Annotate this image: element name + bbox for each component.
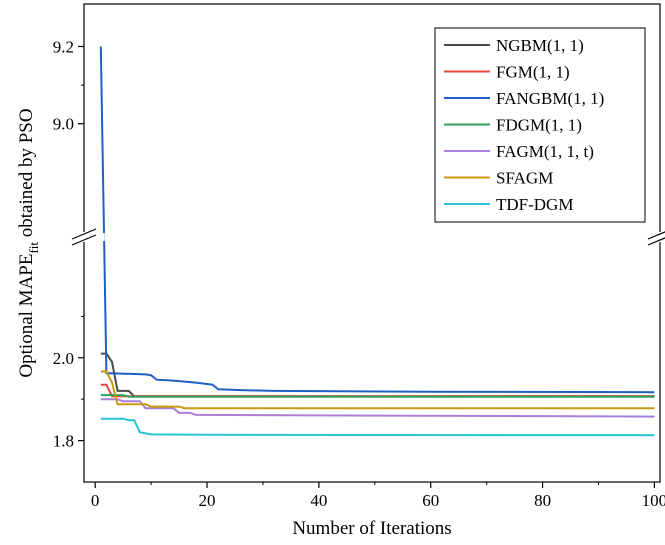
x-axis-title: Number of Iterations [292,518,451,539]
plot-frame [83,3,661,483]
axis-ticks: 0 20 40 60 80 100 9.0 9.2 1.8 2.0 [53,37,665,510]
y-tick-label: 9.2 [53,37,74,56]
break-gap-series [96,233,105,241]
x-tick-label: 20 [199,491,216,510]
series-line-1 [100,352,655,398]
y-axis-title-rest: obtained by PSO [16,108,37,242]
legend: NGBM(1, 1) FGM(1, 1) FANGBM(1, 1) FDGM(1, 1… [434,27,646,223]
break-mark [71,228,97,240]
break-mark [647,231,665,240]
x-tick-label: 40 [310,491,327,510]
x-tick-label: 0 [91,491,100,510]
x-tick-label: 60 [422,491,439,510]
legend-label-5: FAGM(1, 1, t) [496,142,594,161]
series-lines [96,46,655,437]
y-axis-title: Optional MAPEfit obtained by PSO [16,108,41,377]
series-line-7 [100,417,655,437]
break-mark [647,237,665,246]
y-tick-label: 9.0 [53,115,74,134]
series-line-6 [100,370,655,410]
y-axis-title-main: Optional MAPE [16,254,37,378]
series-line-4 [100,394,655,398]
break-gap-left [78,232,92,242]
legend-label-1: NGBM(1, 1) [496,36,584,55]
x-tick-label: 100 [642,491,665,510]
break-markers [71,228,665,246]
legend-label-3: FANGBM(1, 1) [496,89,604,108]
break-gap-right [652,232,665,242]
legend-label-4: FDGM(1, 1) [496,116,582,135]
series-line-5 [100,398,655,418]
legend-label-2: FGM(1, 1) [496,63,570,82]
y-tick-label: 1.8 [53,432,74,451]
legend-label-7: TDF-DGM [496,195,573,214]
series-line-3 [99,46,655,394]
legend-label-6: SFAGM [496,169,553,188]
x-tick-label: 80 [534,491,551,510]
y-tick-label: 2.0 [53,349,74,368]
break-mark [71,234,97,246]
y-axis-title-sub: fit [26,242,41,254]
